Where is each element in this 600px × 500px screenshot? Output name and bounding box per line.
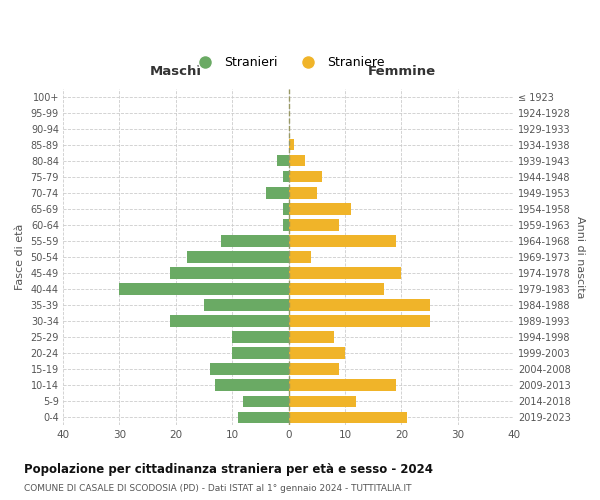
- Bar: [289, 348, 345, 358]
- Bar: [289, 140, 294, 150]
- Bar: [289, 396, 356, 406]
- Bar: [289, 364, 340, 374]
- Bar: [244, 396, 289, 406]
- Legend: Stranieri, Straniere: Stranieri, Straniere: [187, 52, 390, 74]
- Bar: [289, 252, 311, 262]
- Bar: [215, 380, 289, 390]
- Y-axis label: Anni di nascita: Anni di nascita: [575, 216, 585, 298]
- Text: Femmine: Femmine: [367, 64, 436, 78]
- Bar: [289, 172, 322, 182]
- Bar: [289, 268, 401, 278]
- Bar: [289, 204, 350, 214]
- Bar: [289, 412, 407, 422]
- Bar: [232, 348, 289, 358]
- Bar: [266, 188, 289, 198]
- Bar: [277, 156, 289, 166]
- Bar: [289, 316, 430, 326]
- Bar: [289, 156, 305, 166]
- Text: COMUNE DI CASALE DI SCODOSIA (PD) - Dati ISTAT al 1° gennaio 2024 - TUTTITALIA.I: COMUNE DI CASALE DI SCODOSIA (PD) - Dati…: [24, 484, 412, 493]
- Bar: [170, 268, 289, 278]
- Bar: [289, 380, 395, 390]
- Bar: [289, 300, 430, 310]
- Bar: [283, 220, 289, 230]
- Bar: [289, 220, 340, 230]
- Bar: [283, 172, 289, 182]
- Bar: [204, 300, 289, 310]
- Bar: [289, 284, 385, 294]
- Bar: [289, 236, 395, 246]
- Bar: [238, 412, 289, 422]
- Bar: [221, 236, 289, 246]
- Bar: [187, 252, 289, 262]
- Bar: [283, 204, 289, 214]
- Text: Maschi: Maschi: [150, 64, 202, 78]
- Bar: [209, 364, 289, 374]
- Bar: [289, 332, 334, 342]
- Bar: [119, 284, 289, 294]
- Text: Popolazione per cittadinanza straniera per età e sesso - 2024: Popolazione per cittadinanza straniera p…: [24, 462, 433, 475]
- Bar: [232, 332, 289, 342]
- Bar: [289, 188, 317, 198]
- Bar: [170, 316, 289, 326]
- Y-axis label: Fasce di età: Fasce di età: [15, 224, 25, 290]
